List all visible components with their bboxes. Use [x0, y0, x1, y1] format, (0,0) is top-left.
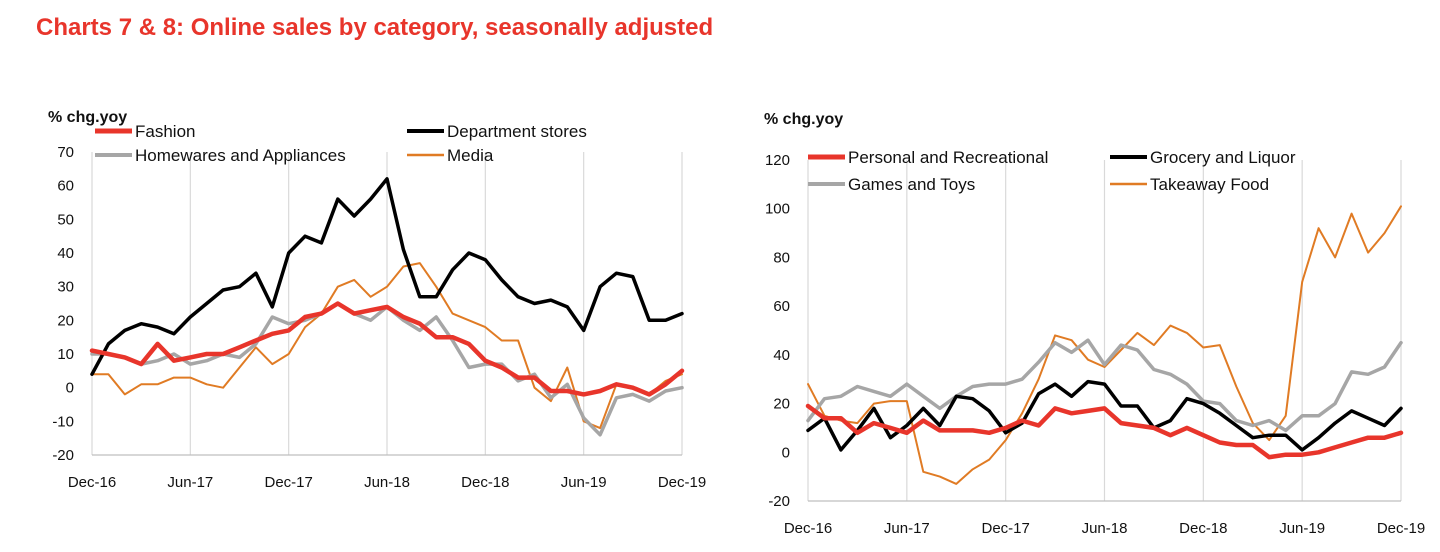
- y-tick-label: -20: [768, 493, 790, 510]
- x-tick-label: Jun-18: [364, 474, 410, 491]
- series-line-games-and-toys: [806, 338, 1403, 433]
- x-tick-label: Dec-17: [264, 474, 312, 491]
- x-tick-label: Dec-18: [1179, 520, 1227, 537]
- chart-online-sales-right: % chg.yoy -20 0 20 40 60 80 100 120 Dec-16 Jun-17 D…: [764, 111, 1425, 537]
- y-axis-label: % chg.yoy: [764, 111, 843, 128]
- x-tick-label: Dec-16: [784, 520, 832, 537]
- y-tick-label: 0: [66, 380, 74, 397]
- legend-label-personal-and-recreational: Personal and Recreational: [848, 148, 1048, 167]
- x-tick-label: Dec-18: [461, 474, 509, 491]
- x-tick-label: Jun-18: [1082, 520, 1128, 537]
- y-tick-label: 70: [57, 144, 74, 161]
- y-tick-label: 10: [57, 346, 74, 363]
- x-tick-label: Jun-19: [1279, 520, 1325, 537]
- y-tick-label: 30: [57, 279, 74, 296]
- legend-label-takeaway-food: Takeaway Food: [1150, 175, 1269, 194]
- y-tick-label: -20: [52, 447, 74, 464]
- chart-online-sales-left: % chg.yoy -20 -10 0 10 20 30 40 50 60 70 Dec-16 Jun-…: [48, 109, 706, 491]
- legend-label-grocery-and-liquor: Grocery and Liquor: [1150, 148, 1296, 167]
- x-tick-label: Jun-19: [561, 474, 607, 491]
- y-axis-label: % chg.yoy: [48, 109, 127, 126]
- x-tick-label: Dec-19: [1377, 520, 1425, 537]
- y-tick-label: 120: [765, 152, 790, 169]
- legend-label-fashion: Fashion: [135, 122, 195, 141]
- y-tick-label: 0: [782, 444, 790, 461]
- legend-label-department-stores: Department stores: [447, 122, 587, 141]
- y-tick-label: 100: [765, 201, 790, 218]
- x-tick-label: Jun-17: [884, 520, 930, 537]
- x-tick-label: Dec-17: [981, 520, 1029, 537]
- y-tick-label: 20: [773, 396, 790, 413]
- series-line-department-stores: [90, 177, 684, 376]
- series-line-takeaway-food: [807, 205, 1402, 485]
- series-line-fashion: [89, 301, 685, 397]
- y-tick-label: 60: [57, 178, 74, 195]
- y-tick-label: -10: [52, 413, 74, 430]
- legend-label-homewares-and-appliances: Homewares and Appliances: [135, 146, 346, 165]
- legend-label-media: Media: [447, 146, 494, 165]
- series-line-grocery-and-liquor: [806, 379, 1403, 452]
- y-tick-label: 60: [773, 298, 790, 315]
- y-tick-label: 50: [57, 211, 74, 228]
- x-tick-label: Jun-17: [167, 474, 213, 491]
- y-tick-label: 40: [57, 245, 74, 262]
- x-tick-label: Dec-16: [68, 474, 116, 491]
- series-line-media: [91, 262, 683, 430]
- x-tick-label: Dec-19: [658, 474, 706, 491]
- y-tick-label: 40: [773, 347, 790, 364]
- y-tick-label: 80: [773, 249, 790, 266]
- legend-label-games-and-toys: Games and Toys: [848, 175, 975, 194]
- y-tick-label: 20: [57, 312, 74, 329]
- page-title: Charts 7 & 8: Online sales by category, …: [36, 14, 714, 41]
- series-line-personal-and-recreational: [805, 403, 1404, 460]
